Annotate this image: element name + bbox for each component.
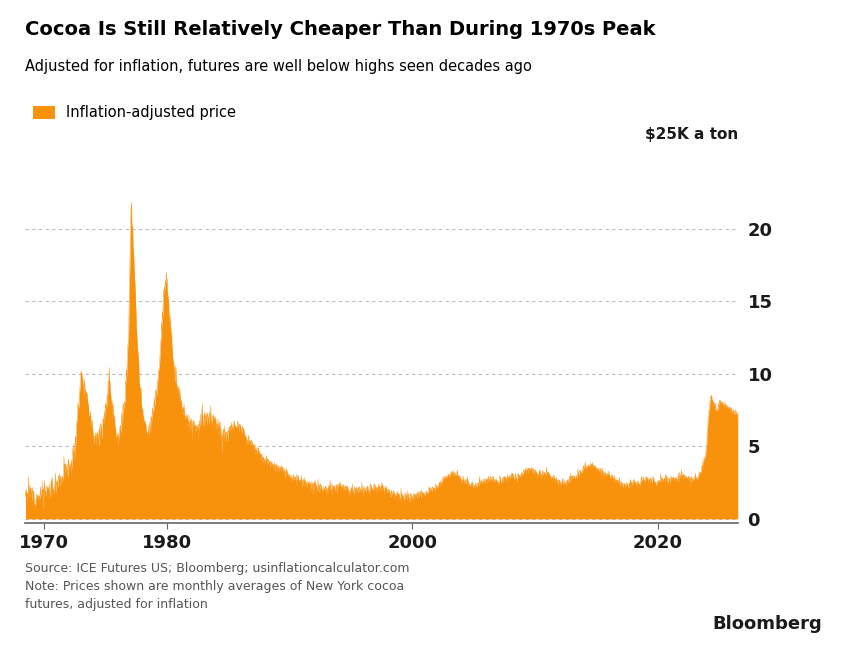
Text: Adjusted for inflation, futures are well below highs seen decades ago: Adjusted for inflation, futures are well… (25, 59, 533, 74)
Legend: Inflation-adjusted price: Inflation-adjusted price (33, 105, 237, 120)
Text: $25K a ton: $25K a ton (644, 127, 738, 142)
Text: Source: ICE Futures US; Bloomberg; usinflationcalculator.com
Note: Prices shown : Source: ICE Futures US; Bloomberg; usinf… (25, 562, 410, 611)
Text: Cocoa Is Still Relatively Cheaper Than During 1970s Peak: Cocoa Is Still Relatively Cheaper Than D… (25, 20, 656, 39)
Text: Bloomberg: Bloomberg (713, 615, 823, 633)
